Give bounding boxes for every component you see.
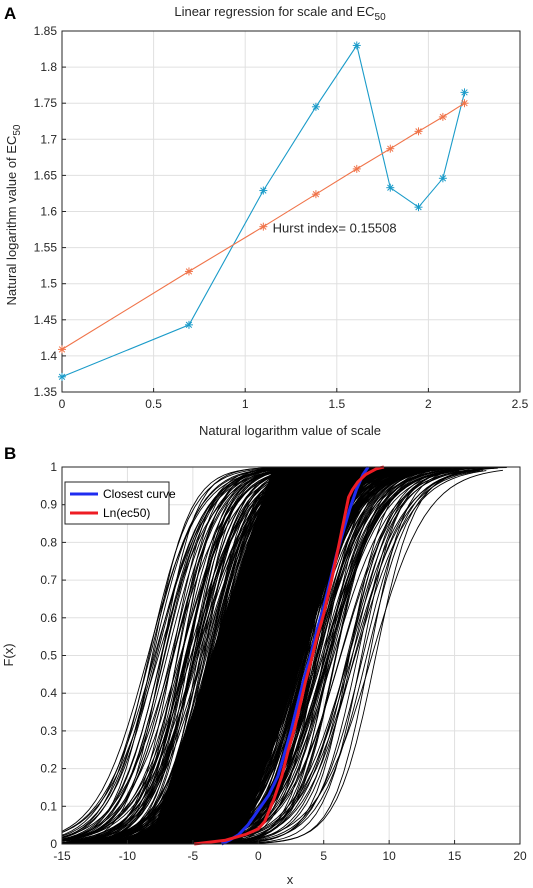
panel-b-y-tick-label: 0.3 — [40, 724, 57, 738]
panel-a-x-tick-label: 0.5 — [145, 397, 162, 411]
ensemble-cdf-curve — [62, 467, 274, 839]
panel-b-x-tick-label: 0 — [255, 849, 262, 863]
panel-a-series-1-point — [259, 222, 268, 231]
panel-a-series-0-point — [438, 174, 447, 183]
panel-b-y-tick-label: 0.7 — [40, 573, 57, 587]
panel-b-x-tick-label: 15 — [448, 849, 462, 863]
panel-b-label: B — [4, 444, 16, 463]
panel-a-series-0-point — [311, 102, 320, 111]
panel-a-series-0-point — [259, 186, 268, 195]
ensemble-cdf-curve — [62, 467, 285, 839]
legend-label-ln-ec50: Ln(ec50) — [103, 506, 150, 520]
ensemble-cdf-curve — [217, 468, 480, 843]
panel-a-y-axis-label: Natural logarithm value of EC50 — [4, 124, 23, 305]
panel-a-y-tick-label: 1.75 — [34, 96, 58, 110]
panel-a-series-1-point — [386, 144, 395, 153]
panel-b-y-tick-label: 1 — [50, 460, 57, 474]
panel-a-series-0-point — [352, 41, 361, 50]
panel-a-y-tick-label: 1.4 — [40, 349, 57, 363]
panel-a-series — [58, 41, 469, 381]
panel-b-x-tick-label: -15 — [53, 849, 71, 863]
panel-a-y-tick-label: 1.35 — [34, 385, 58, 399]
panel-b-y-tick-label: 0.5 — [40, 649, 57, 663]
panel-a-y-tick-label: 1.85 — [34, 24, 58, 38]
panel-b-x-tick-label: 10 — [382, 849, 396, 863]
panel-a-series-1-point — [438, 112, 447, 121]
panel-b-y-tick-label: 0.4 — [40, 686, 57, 700]
panel-a-x-tick-label: 1 — [242, 397, 249, 411]
panel-b-y-axis-label: F(x) — [1, 643, 16, 666]
panel-b-y-tick-label: 0.6 — [40, 611, 57, 625]
panel-b-series — [194, 465, 385, 846]
panel-a-y-tick-label: 1.6 — [40, 205, 57, 219]
cdf-ensemble-curves — [62, 467, 507, 844]
panel-b-y-tick-label: 0.9 — [40, 498, 57, 512]
panel-a-y-tick-label: 1.8 — [40, 60, 57, 74]
panel-a-y-tick-label: 1.45 — [34, 313, 58, 327]
panel-a-series-1-point — [58, 345, 66, 354]
panel-b-x-tick-label: -10 — [119, 849, 137, 863]
panel-a-y-tick-label: 1.55 — [34, 241, 58, 255]
panel-b-y-tick-label: 0.1 — [40, 799, 57, 813]
ensemble-cdf-curve — [62, 467, 296, 842]
panel-b: B -15 -10 -5 0 5 10 15 20 0 0.1 0.2 0.3 0.4 0.5 0.6 0.7… — [1, 444, 527, 887]
panel-b-ticks: -15 -10 -5 0 5 10 15 20 0 0.1 0.2 0.3 0.4 0.5 0.6 0.7 0.… — [40, 460, 527, 863]
panel-a-ticks: 0 0.5 1 1.5 2 2.5 1.35 1.4 1.45 1.5 1.55 1.6 1.65 1.7… — [34, 24, 529, 411]
ensemble-core-band — [149, 467, 365, 844]
panel-b-series-ln-ec50 — [194, 465, 385, 846]
panel-a-series-1-point — [184, 267, 193, 276]
panel-a-x-tick-label: 2 — [425, 397, 432, 411]
panel-b-y-tick-label: 0.8 — [40, 535, 57, 549]
panel-a-series-0-point — [460, 88, 469, 97]
panel-a-y-tick-label: 1.5 — [40, 277, 57, 291]
panel-a-x-tick-label: 0 — [59, 397, 66, 411]
panel-a-series-0-point — [386, 183, 395, 192]
panel-b-y-tick-label: 0 — [50, 837, 57, 851]
panel-a-y-tick-label: 1.65 — [34, 168, 58, 182]
panel-b-x-tick-label: 5 — [320, 849, 327, 863]
panel-a-grid — [61, 30, 521, 393]
ensemble-cdf-curve — [224, 470, 487, 841]
hurst-index-annotation: Hurst index= 0.15508 — [273, 220, 397, 235]
panel-b-legend: Closest curve Ln(ec50) — [64, 481, 176, 525]
legend-label-closest-curve: Closest curve — [103, 487, 176, 501]
panel-a-y-tick-label: 1.7 — [40, 132, 57, 146]
panel-a: A Linear regression for scale and EC50 0… — [4, 4, 529, 438]
panel-b-x-tick-label: 20 — [513, 849, 527, 863]
panel-a-series-0-point — [414, 203, 423, 212]
ensemble-cdf-curve — [62, 468, 275, 836]
panel-a-x-tick-label: 1.5 — [328, 397, 345, 411]
panel-a-series-0-point — [184, 320, 193, 329]
panel-a-series-1-point — [311, 190, 320, 199]
panel-a-title: Linear regression for scale and EC50 — [174, 4, 386, 23]
panel-a-x-axis-label: Natural logarithm value of scale — [199, 423, 381, 438]
panel-b-x-axis-label: x — [287, 872, 294, 887]
panel-b-x-tick-label: -5 — [188, 849, 199, 863]
panel-a-series-1-point — [414, 127, 423, 136]
panel-b-series-closest-curve — [220, 466, 370, 846]
ensemble-cdf-curve — [62, 468, 279, 832]
ensemble-cdf-curve — [221, 469, 484, 842]
ensemble-cdf-curve — [241, 469, 503, 842]
panel-a-series-1-point — [460, 99, 469, 108]
legend-box — [64, 481, 170, 525]
panel-b-y-tick-label: 0.2 — [40, 762, 57, 776]
panel-a-x-tick-label: 2.5 — [512, 397, 529, 411]
panel-a-series-0-point — [58, 372, 66, 381]
panel-a-series-1-point — [352, 164, 361, 173]
panel-a-label: A — [4, 4, 16, 23]
